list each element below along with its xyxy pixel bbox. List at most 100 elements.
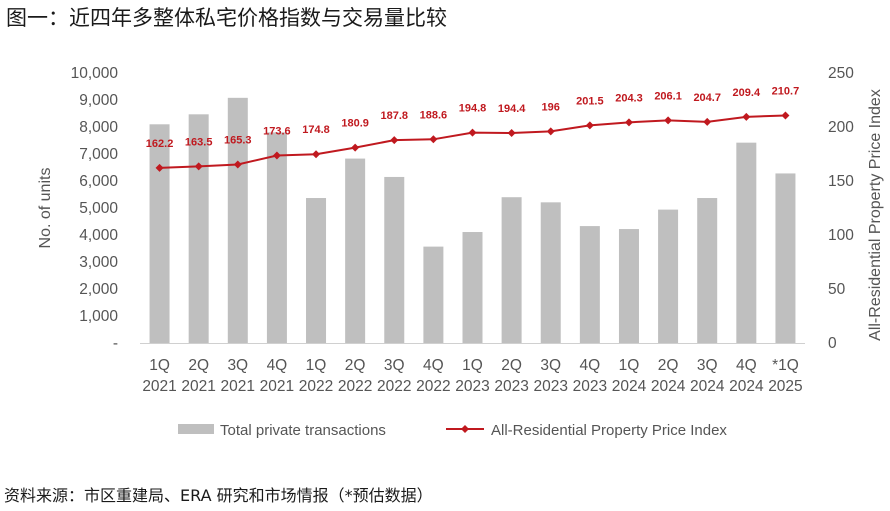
price-index-data-label: 204.3 bbox=[615, 92, 643, 104]
legend-marker-price-index bbox=[461, 425, 469, 433]
x-tick-label-quarter: *1Q bbox=[772, 357, 799, 374]
price-index-point-9 bbox=[507, 129, 516, 138]
price-index-point-13 bbox=[664, 116, 673, 125]
x-tick-label-quarter: 4Q bbox=[423, 357, 444, 374]
page-title: 图一：近四年多整体私宅价格指数与交易量比较 bbox=[6, 6, 447, 30]
x-tick-label-quarter: 2Q bbox=[658, 357, 679, 374]
price-index-line bbox=[159, 114, 786, 169]
price-index-data-label: 188.6 bbox=[420, 109, 448, 121]
chart: - 1,000 2,000 3,000 4,000 5,000 6,000 7,000 8,00… bbox=[37, 65, 884, 439]
price-index-point-5 bbox=[351, 143, 360, 152]
price-index-point-3 bbox=[272, 151, 281, 160]
bar-0 bbox=[149, 124, 170, 343]
bar-3 bbox=[266, 132, 287, 343]
bar-9 bbox=[501, 197, 522, 343]
y-right-tick-label: 100 bbox=[828, 227, 854, 244]
x-tick-label-quarter: 3Q bbox=[384, 357, 405, 374]
price-index-point-1 bbox=[194, 162, 203, 171]
y-left-tick-label: 5,000 bbox=[79, 200, 118, 217]
price-index-point-7 bbox=[429, 135, 438, 144]
x-tick-label-quarter: 3Q bbox=[540, 357, 561, 374]
price-index-data-label: 174.8 bbox=[302, 124, 330, 136]
x-tick-label-quarter: 2Q bbox=[345, 357, 366, 374]
x-tick-label-year: 2022 bbox=[377, 378, 411, 395]
bar-12 bbox=[618, 229, 639, 343]
x-tick-label-year: 2023 bbox=[573, 378, 607, 395]
price-index-point-4 bbox=[312, 150, 321, 159]
bar-2 bbox=[227, 97, 248, 343]
x-tick-label-quarter: 1Q bbox=[462, 357, 483, 374]
y-left-axis-title: No. of units bbox=[37, 168, 54, 249]
x-tick-label-year: 2022 bbox=[338, 378, 372, 395]
price-index-data-label: 173.6 bbox=[263, 126, 291, 138]
bar-16 bbox=[775, 173, 796, 343]
x-tick-label-year: 2024 bbox=[651, 378, 686, 395]
y-left-tick-label: 8,000 bbox=[79, 119, 118, 136]
x-tick-label-year: 2021 bbox=[181, 378, 215, 395]
price-index-data-label: 204.7 bbox=[693, 92, 721, 104]
x-tick-label-year: 2025 bbox=[768, 378, 802, 395]
legend-label-price-index: All-Residential Property Price Index bbox=[491, 422, 727, 439]
price-index-data-label: 163.5 bbox=[185, 136, 213, 148]
price-index-point-16 bbox=[781, 111, 790, 120]
bar-8 bbox=[462, 232, 483, 343]
price-index-data-label: 194.4 bbox=[498, 103, 526, 115]
price-index-point-6 bbox=[390, 136, 399, 145]
price-index-data-label: 206.1 bbox=[654, 90, 682, 102]
x-tick-label-quarter: 1Q bbox=[619, 357, 640, 374]
y-left-tick-label: 10,000 bbox=[71, 65, 119, 82]
bar-10 bbox=[540, 202, 561, 343]
price-index-point-15 bbox=[742, 112, 751, 121]
source-note: 资料来源：市区重建局、ERA 研究和市场情报（*预估数据） bbox=[4, 486, 433, 505]
x-tick-label-year: 2024 bbox=[690, 378, 725, 395]
bar-11 bbox=[579, 226, 600, 343]
x-tick-label-quarter: 4Q bbox=[580, 357, 601, 374]
x-tick-label-year: 2022 bbox=[299, 378, 333, 395]
bar-4 bbox=[306, 198, 327, 343]
y-left-tick-label: 2,000 bbox=[79, 281, 118, 298]
price-index-data-label: 165.3 bbox=[224, 134, 252, 146]
bar-6 bbox=[384, 176, 405, 343]
x-tick-label-quarter: 4Q bbox=[267, 357, 288, 374]
price-index-point-11 bbox=[585, 121, 594, 130]
y-left-tick-label: 6,000 bbox=[79, 173, 118, 190]
y-left-tick-label: 4,000 bbox=[79, 227, 118, 244]
y-right-tick-label: 150 bbox=[828, 173, 854, 190]
price-index-data-label: 194.8 bbox=[459, 103, 487, 115]
price-index-data-label: 162.2 bbox=[146, 138, 174, 150]
y-left-tick-label: 7,000 bbox=[79, 146, 118, 163]
x-tick-label-year: 2023 bbox=[455, 378, 489, 395]
bar-5 bbox=[345, 158, 366, 343]
bar-7 bbox=[423, 246, 444, 343]
x-tick-label-quarter: 2Q bbox=[188, 357, 209, 374]
y-right-tick-label: 0 bbox=[828, 335, 837, 352]
price-index-data-label: 196 bbox=[542, 101, 560, 113]
y-left-tick-label: 3,000 bbox=[79, 254, 118, 271]
x-tick-label-year: 2024 bbox=[612, 378, 647, 395]
bar-14 bbox=[697, 198, 718, 343]
y-left-tick-label: - bbox=[113, 335, 118, 352]
legend-swatch-transactions bbox=[178, 424, 214, 434]
bar-15 bbox=[736, 142, 757, 343]
x-tick-label-year: 2024 bbox=[729, 378, 764, 395]
bar-1 bbox=[188, 114, 209, 343]
y-right-tick-label: 200 bbox=[828, 119, 854, 136]
price-index-point-14 bbox=[703, 117, 712, 126]
y-right-axis-title: All-Residential Property Price Index bbox=[867, 89, 884, 341]
x-tick-label-year: 2023 bbox=[494, 378, 528, 395]
y-left-tick-label: 9,000 bbox=[79, 92, 118, 109]
x-tick-label-quarter: 1Q bbox=[306, 357, 327, 374]
price-index-point-2 bbox=[233, 160, 242, 169]
x-tick-label-year: 2021 bbox=[260, 378, 294, 395]
x-tick-label-year: 2021 bbox=[142, 378, 176, 395]
x-tick-label-quarter: 4Q bbox=[736, 357, 757, 374]
price-index-data-label: 187.8 bbox=[380, 110, 408, 122]
price-index-data-label: 210.7 bbox=[772, 85, 800, 97]
price-index-point-12 bbox=[624, 118, 633, 127]
x-tick-label-year: 2021 bbox=[221, 378, 255, 395]
price-index-data-label: 201.5 bbox=[576, 95, 604, 107]
y-left-tick-label: 1,000 bbox=[79, 308, 118, 325]
price-index-data-label: 209.4 bbox=[733, 87, 761, 99]
y-right-tick-label: 250 bbox=[828, 65, 854, 82]
price-index-point-10 bbox=[546, 127, 555, 136]
